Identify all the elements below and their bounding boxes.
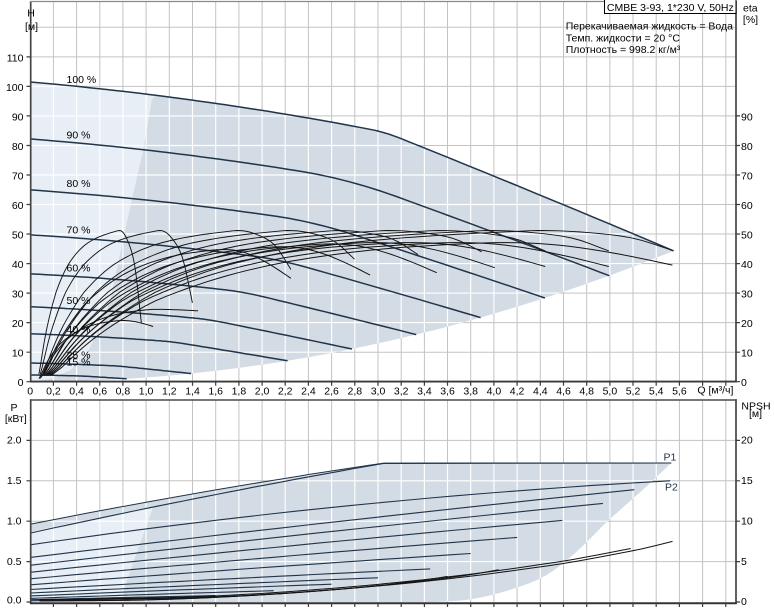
svg-text:10: 10 (741, 515, 753, 527)
svg-text:4,0: 4,0 (487, 385, 502, 397)
svg-text:P: P (10, 402, 17, 414)
svg-text:0,4: 0,4 (69, 385, 84, 397)
svg-text:10: 10 (741, 348, 753, 360)
svg-text:Q [м³/ч]: Q [м³/ч] (697, 384, 733, 396)
svg-text:20: 20 (741, 435, 753, 447)
svg-text:2,4: 2,4 (301, 385, 316, 397)
svg-text:1,8: 1,8 (232, 385, 247, 397)
svg-text:3,6: 3,6 (440, 385, 455, 397)
svg-text:20: 20 (741, 318, 753, 330)
svg-text:70 %: 70 % (67, 224, 91, 236)
svg-text:4,2: 4,2 (510, 385, 525, 397)
svg-text:5: 5 (741, 556, 747, 568)
svg-text:30: 30 (741, 289, 753, 301)
svg-text:60: 60 (12, 200, 24, 212)
svg-text:0,8: 0,8 (116, 385, 131, 397)
svg-text:1,4: 1,4 (185, 385, 200, 397)
svg-text:80: 80 (12, 141, 24, 153)
svg-text:20: 20 (12, 318, 24, 330)
svg-text:H: H (27, 8, 35, 20)
svg-text:40: 40 (741, 259, 753, 271)
svg-text:50 %: 50 % (67, 295, 91, 307)
svg-text:60: 60 (741, 200, 753, 212)
svg-text:10: 10 (12, 348, 24, 360)
svg-text:eta: eta (743, 3, 758, 15)
svg-text:5,2: 5,2 (626, 385, 641, 397)
svg-text:Плотность = 998.2 кг/м³: Плотность = 998.2 кг/м³ (566, 44, 681, 56)
svg-text:P2: P2 (665, 482, 678, 494)
svg-text:1.5: 1.5 (7, 475, 22, 487)
svg-text:0: 0 (741, 596, 747, 608)
svg-text:1.0: 1.0 (7, 515, 22, 527)
svg-text:110: 110 (7, 52, 24, 64)
svg-text:60 %: 60 % (67, 263, 91, 275)
svg-text:[кВт]: [кВт] (5, 413, 27, 425)
svg-text:4,4: 4,4 (533, 385, 548, 397)
svg-text:0.5: 0.5 (7, 556, 22, 568)
svg-text:4,8: 4,8 (579, 385, 594, 397)
svg-text:90: 90 (741, 111, 753, 123)
svg-text:3,4: 3,4 (417, 385, 432, 397)
svg-text:1,0: 1,0 (139, 385, 154, 397)
svg-text:2,6: 2,6 (324, 385, 339, 397)
svg-text:2,0: 2,0 (255, 385, 270, 397)
svg-text:3,2: 3,2 (394, 385, 409, 397)
svg-text:NPSH: NPSH (741, 401, 770, 413)
svg-text:P1: P1 (664, 451, 677, 463)
svg-text:30: 30 (12, 289, 24, 301)
svg-text:0: 0 (27, 385, 33, 397)
svg-text:50: 50 (741, 230, 753, 242)
svg-text:Перекачиваемая жидкость = Вода: Перекачиваемая жидкость = Вода (566, 21, 733, 33)
svg-text:4,6: 4,6 (556, 385, 571, 397)
svg-text:50: 50 (12, 230, 24, 242)
svg-text:CMBE 3-93, 1*230 V, 50Hz: CMBE 3-93, 1*230 V, 50Hz (607, 2, 734, 14)
svg-text:0.0: 0.0 (7, 594, 22, 606)
svg-text:[м]: [м] (25, 21, 38, 33)
svg-text:80: 80 (741, 141, 753, 153)
svg-text:90: 90 (12, 111, 24, 123)
svg-text:40: 40 (12, 259, 24, 271)
svg-text:0,6: 0,6 (92, 385, 107, 397)
svg-text:80 %: 80 % (67, 178, 91, 190)
svg-text:[%]: [%] (743, 14, 758, 26)
svg-text:1,2: 1,2 (162, 385, 177, 397)
svg-text:[м]: [м] (749, 408, 762, 420)
svg-text:3,0: 3,0 (371, 385, 386, 397)
svg-text:2.0: 2.0 (7, 435, 22, 447)
svg-text:100: 100 (6, 82, 24, 94)
svg-text:2,8: 2,8 (347, 385, 362, 397)
svg-text:70: 70 (12, 171, 24, 183)
svg-text:3,8: 3,8 (463, 385, 478, 397)
svg-text:0: 0 (741, 377, 747, 389)
svg-text:90 %: 90 % (67, 130, 91, 142)
svg-text:40 %: 40 % (67, 324, 91, 336)
svg-text:5,6: 5,6 (672, 385, 687, 397)
svg-text:100 %: 100 % (67, 74, 97, 86)
svg-text:0,2: 0,2 (46, 385, 61, 397)
svg-text:2,2: 2,2 (278, 385, 293, 397)
svg-text:0: 0 (18, 377, 24, 389)
svg-text:15 %: 15 % (67, 356, 91, 368)
svg-text:15: 15 (741, 475, 753, 487)
svg-text:25 %: 25 % (67, 350, 91, 362)
svg-text:70: 70 (741, 171, 753, 183)
svg-text:5,4: 5,4 (649, 385, 664, 397)
svg-text:Темп. жидкости = 20 °C: Темп. жидкости = 20 °C (566, 33, 681, 45)
svg-text:5,0: 5,0 (603, 385, 618, 397)
svg-text:1,6: 1,6 (208, 385, 223, 397)
